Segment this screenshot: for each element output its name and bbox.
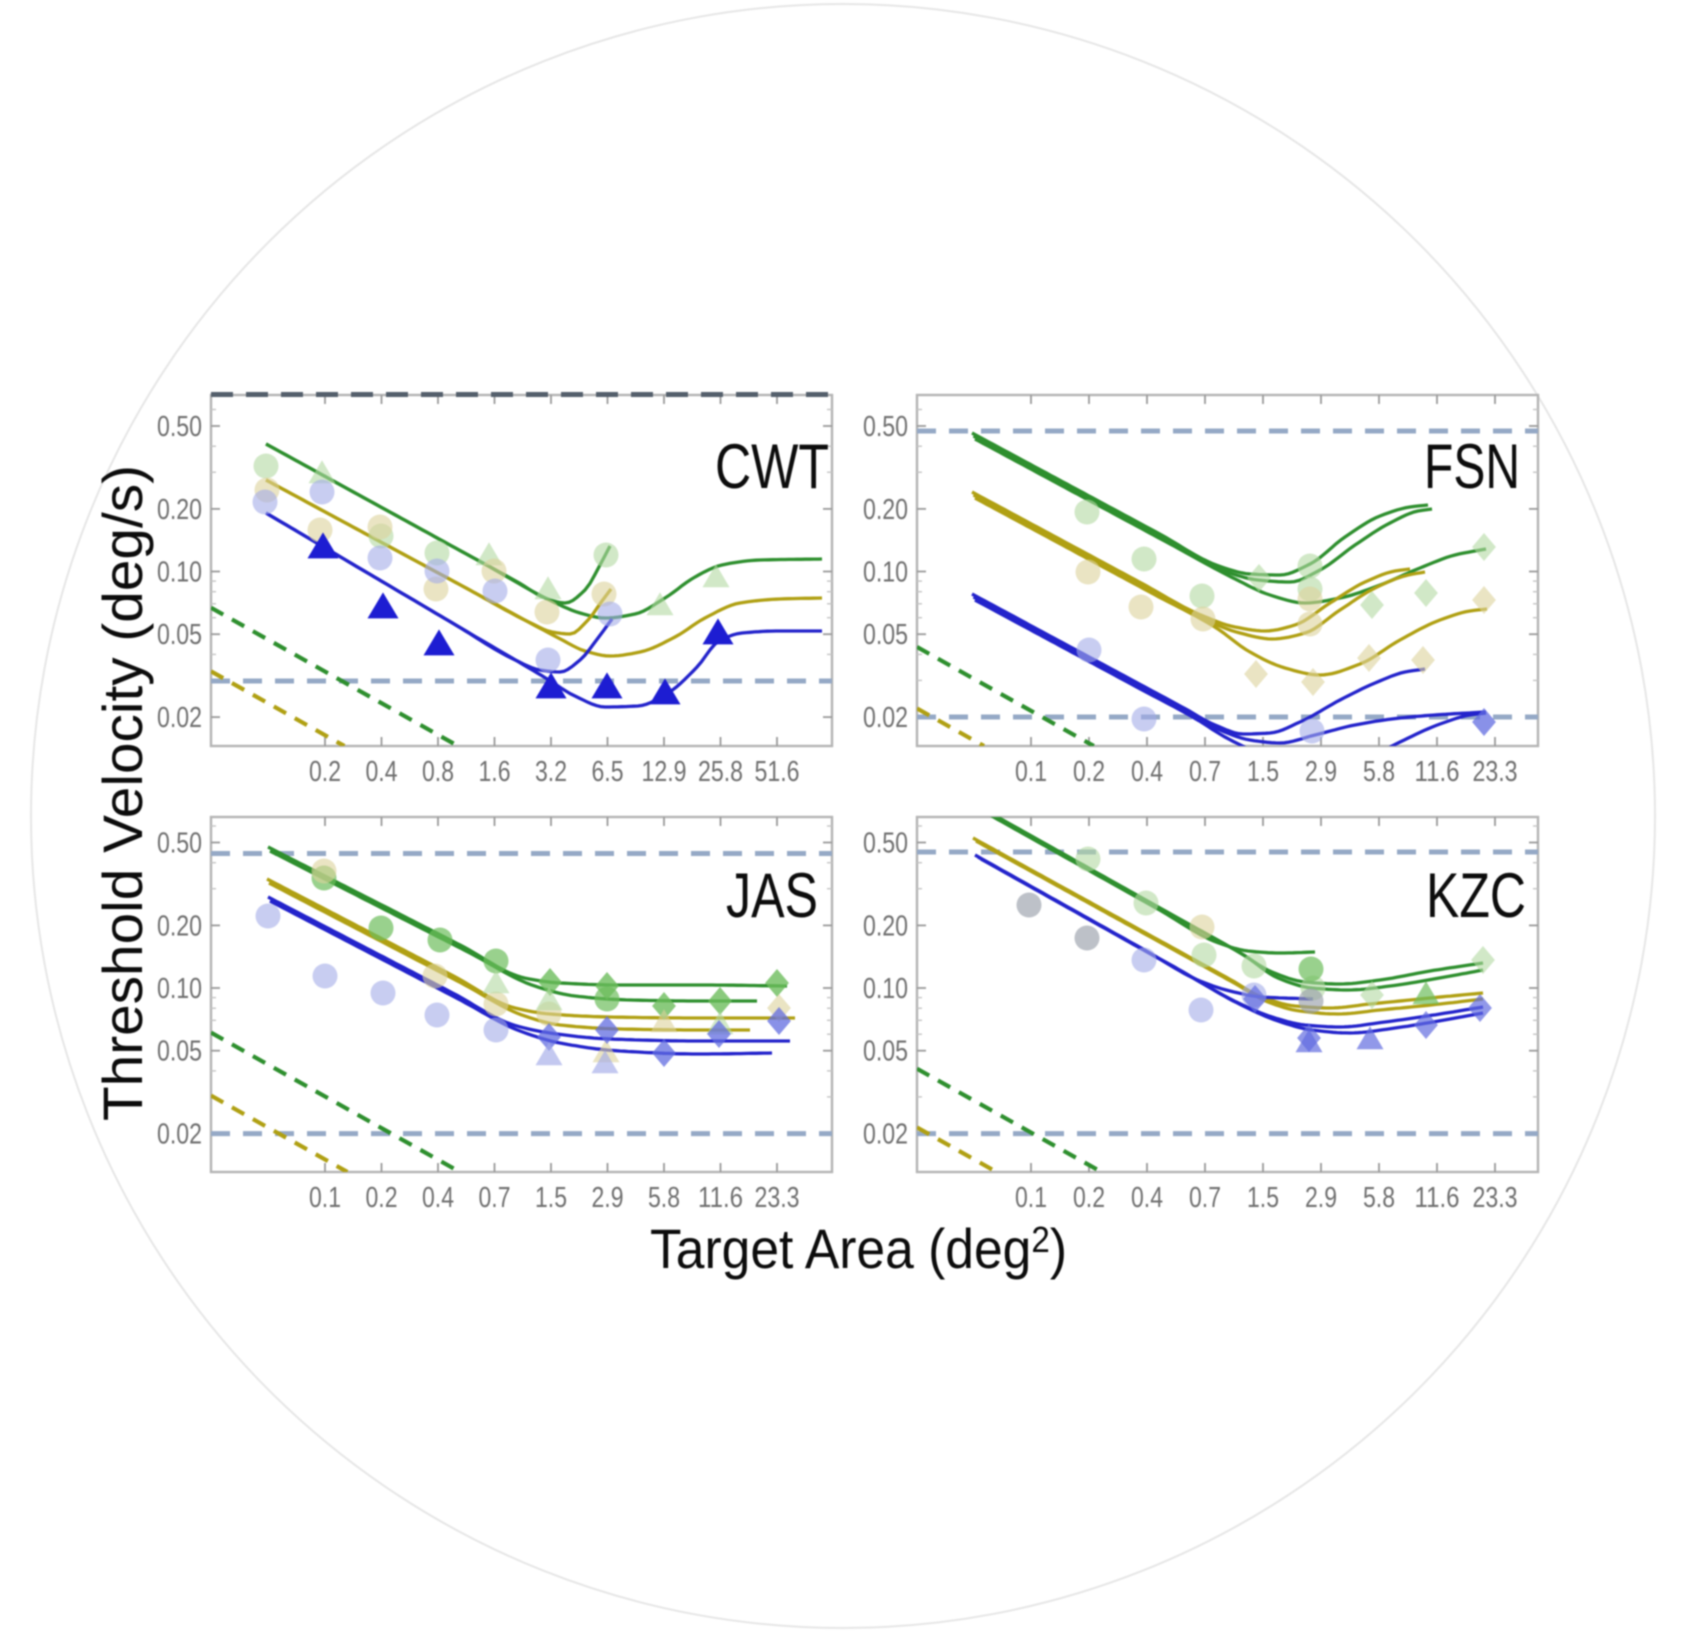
svg-text:23.3: 23.3	[755, 1182, 800, 1214]
svg-text:23.3: 23.3	[1473, 756, 1518, 788]
svg-text:CWT: CWT	[715, 432, 829, 502]
svg-text:0.4: 0.4	[1131, 756, 1163, 788]
svg-text:0.20: 0.20	[863, 910, 908, 942]
svg-text:0.50: 0.50	[863, 411, 908, 443]
svg-text:2.9: 2.9	[592, 1182, 624, 1214]
svg-text:0.2: 0.2	[1073, 756, 1105, 788]
svg-text:0.50: 0.50	[157, 411, 202, 443]
svg-text:FSN: FSN	[1424, 432, 1520, 502]
svg-text:5.8: 5.8	[1363, 756, 1395, 788]
svg-text:2.9: 2.9	[1305, 1182, 1337, 1214]
svg-text:0.7: 0.7	[1189, 756, 1221, 788]
svg-text:1.6: 1.6	[479, 756, 511, 788]
svg-text:0.20: 0.20	[157, 910, 202, 942]
svg-text:0.50: 0.50	[863, 828, 908, 860]
svg-text:JAS: JAS	[726, 861, 818, 931]
svg-text:6.5: 6.5	[592, 756, 624, 788]
svg-text:0.4: 0.4	[422, 1182, 454, 1214]
svg-text:0.1: 0.1	[1015, 756, 1047, 788]
svg-text:12.9: 12.9	[642, 756, 687, 788]
svg-text:0.4: 0.4	[366, 756, 398, 788]
svg-text:23.3: 23.3	[1473, 1182, 1518, 1214]
svg-text:0.20: 0.20	[157, 494, 202, 526]
svg-text:0.05: 0.05	[157, 1036, 202, 1068]
svg-text:1.5: 1.5	[535, 1182, 567, 1214]
svg-text:11.6: 11.6	[698, 1182, 743, 1214]
svg-text:0.2: 0.2	[309, 756, 341, 788]
svg-text:0.4: 0.4	[1131, 1182, 1163, 1214]
svg-text:0.10: 0.10	[157, 973, 202, 1005]
svg-text:0.10: 0.10	[157, 557, 202, 589]
svg-text:1.5: 1.5	[1247, 1182, 1279, 1214]
svg-text:0.50: 0.50	[157, 828, 202, 860]
svg-text:0.2: 0.2	[1073, 1182, 1105, 1214]
svg-text:51.6: 51.6	[755, 756, 800, 788]
svg-text:0.02: 0.02	[157, 1119, 202, 1151]
svg-text:0.02: 0.02	[157, 702, 202, 734]
svg-text:0.7: 0.7	[1189, 1182, 1221, 1214]
svg-text:0.10: 0.10	[863, 973, 908, 1005]
svg-text:0.1: 0.1	[309, 1182, 341, 1214]
svg-text:Target Area (deg2): Target Area (deg2)	[650, 1217, 1067, 1280]
svg-text:0.05: 0.05	[157, 619, 202, 651]
svg-text:0.05: 0.05	[863, 1036, 908, 1068]
svg-text:1.5: 1.5	[1247, 756, 1279, 788]
svg-text:Threshold Velocity (deg/s): Threshold Velocity (deg/s)	[91, 465, 154, 1121]
svg-text:0.8: 0.8	[422, 756, 454, 788]
svg-text:3.2: 3.2	[535, 756, 567, 788]
svg-text:0.7: 0.7	[479, 1182, 511, 1214]
svg-text:0.05: 0.05	[863, 619, 908, 651]
svg-text:0.20: 0.20	[863, 494, 908, 526]
svg-text:25.8: 25.8	[698, 756, 743, 788]
svg-text:0.02: 0.02	[863, 702, 908, 734]
svg-text:0.10: 0.10	[863, 557, 908, 589]
svg-text:5.8: 5.8	[648, 1182, 680, 1214]
svg-text:11.6: 11.6	[1415, 756, 1460, 788]
svg-text:11.6: 11.6	[1415, 1182, 1460, 1214]
svg-text:5.8: 5.8	[1363, 1182, 1395, 1214]
svg-text:2.9: 2.9	[1305, 756, 1337, 788]
svg-text:0.1: 0.1	[1015, 1182, 1047, 1214]
svg-text:KZC: KZC	[1426, 861, 1526, 931]
svg-text:0.2: 0.2	[366, 1182, 398, 1214]
svg-text:0.02: 0.02	[863, 1119, 908, 1151]
